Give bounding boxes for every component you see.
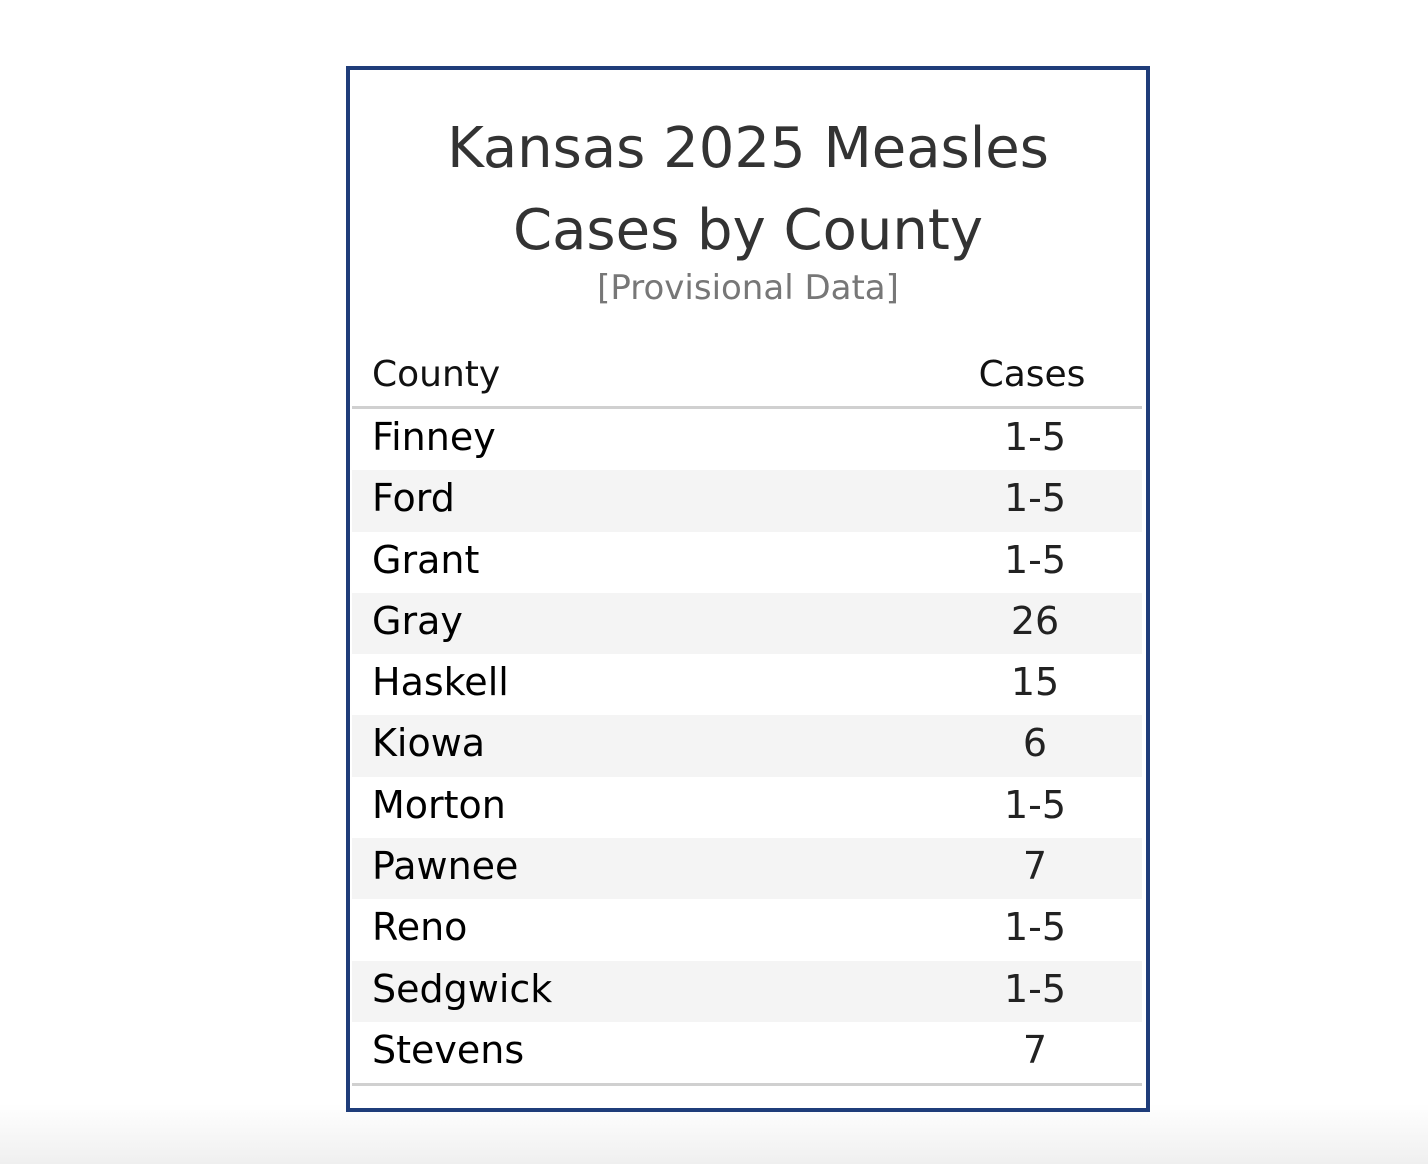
table-row: Ford 1-5 [352,470,1142,532]
county-cell: Pawnee [372,844,519,889]
cases-cell: 1-5 [1003,966,1067,1011]
title-line-1: Kansas 2025 Measles [447,116,1049,181]
table-row: Gray 26 [352,592,1142,655]
table-row: Sedgwick 1-5 [352,960,1142,1022]
table-footer-divider [352,1083,1142,1087]
county-cell: Stevens [372,1027,525,1072]
cases-cell: 7 [1022,1027,1048,1072]
cases-cell: 6 [1022,721,1048,766]
column-header-county: County [372,354,501,395]
table-row: Finney 1-5 [352,409,1142,470]
cases-cell: 1-5 [1003,782,1067,827]
title-line-2: Cases by County [513,198,983,263]
table-row: Haskell 15 [352,654,1142,715]
cases-cell: 1-5 [1003,476,1067,521]
table-row: Morton 1-5 [352,777,1142,838]
cases-cell: 26 [1010,598,1060,643]
page-title: Kansas 2025 Measles Cases by County [350,108,1146,272]
cases-cell: 1-5 [1003,537,1067,582]
table-row: Grant 1-5 [352,532,1142,593]
county-cell: Ford [372,476,455,521]
measles-table-card: Kansas 2025 Measles Cases by County [Pro… [346,66,1150,1112]
table-row: Kiowa 6 [352,715,1142,777]
county-cell: Finney [372,415,496,459]
county-cell: Gray [372,598,463,643]
county-cell: Reno [372,905,468,950]
table-body: Finney 1-5 Ford 1-5 Grant 1-5 Gray 26 Haskell 15 K… [352,409,1142,1083]
cases-cell: 1-5 [1003,905,1067,950]
county-cell: Morton [372,782,506,827]
column-header-cases: Cases [978,354,1086,395]
table-header: County Cases [352,342,1142,409]
cases-cell: 1-5 [1003,415,1067,459]
table-row: Reno 1-5 [352,899,1142,960]
cases-cell: 15 [1010,660,1060,705]
county-cell: Haskell [372,660,509,705]
table-row: Stevens 7 [352,1022,1142,1083]
subtitle: [Provisional Data] [597,268,899,308]
county-cell: Grant [372,537,480,582]
cases-table: County Cases Finney 1-5 Ford 1-5 Grant 1-5 Gra… [352,342,1142,1087]
county-cell: Sedgwick [372,966,553,1011]
county-cell: Kiowa [372,721,486,766]
page-bottom-shadow [0,1104,1428,1164]
table-row: Pawnee 7 [352,838,1142,900]
cases-cell: 7 [1022,844,1048,889]
